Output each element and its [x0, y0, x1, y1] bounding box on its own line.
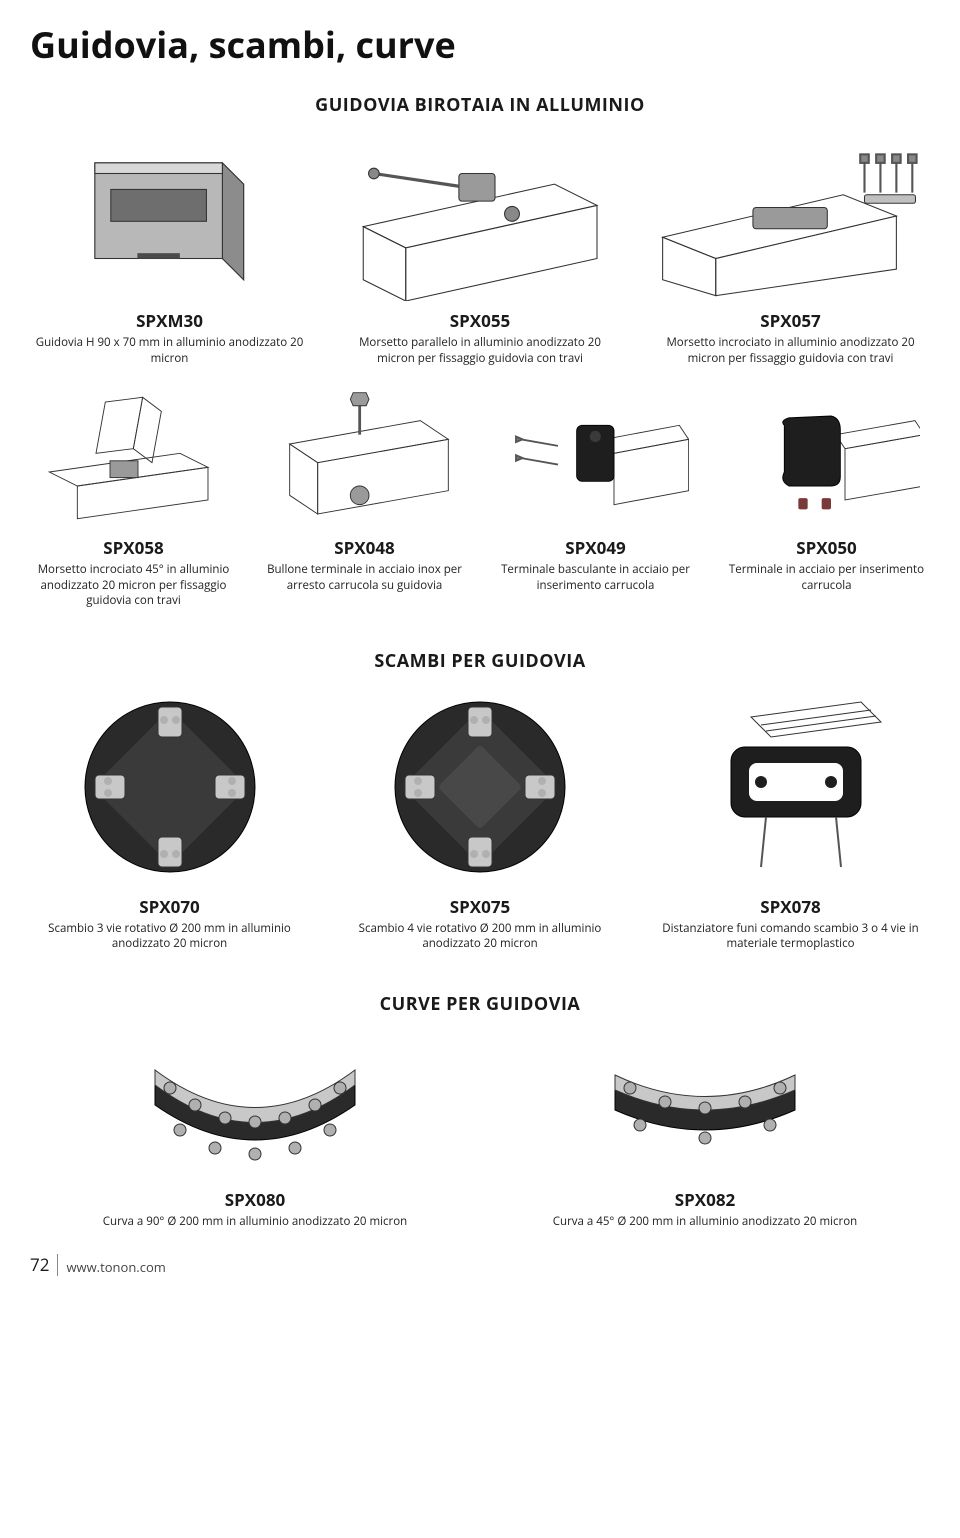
curve-45-icon [575, 1030, 835, 1180]
product-desc: Terminale in acciaio per inserimento car… [723, 562, 930, 593]
switch-3way-icon [60, 687, 280, 887]
footer-separator [57, 1254, 58, 1276]
product-image [341, 687, 620, 887]
product-sku: SPX050 [723, 536, 930, 559]
rail-profile-icon [63, 131, 276, 301]
product-sku: SPX070 [30, 895, 309, 918]
product-grid-1: SPX058 Morsetto incrociato 45° in allumi… [30, 388, 930, 631]
product-desc: Scambio 4 vie rotativo Ø 200 mm in allum… [341, 921, 620, 952]
product-card: SPX055 Morsetto parallelo in alluminio a… [341, 131, 620, 366]
rope-spacer-icon [681, 687, 901, 887]
product-card: SPX082 Curva a 45° Ø 200 mm in alluminio… [498, 1030, 912, 1230]
product-card: SPX048 Bullone terminale in acciaio inox… [261, 388, 468, 609]
fixed-terminal-icon [733, 388, 920, 528]
product-image [651, 687, 930, 887]
page-number: 72 [30, 1253, 49, 1276]
page-footer: 72 www.tonon.com [30, 1253, 930, 1276]
section-heading-guidovia: GUIDOVIA BIROTAIA IN ALLUMINIO [30, 93, 930, 117]
product-desc: Guidovia H 90 x 70 mm in alluminio anodi… [30, 335, 309, 366]
product-card: SPX049 Terminale basculante in acciaio p… [492, 388, 699, 609]
product-desc: Morsetto incrociato 45° in alluminio ano… [30, 562, 237, 609]
product-sku: SPX078 [651, 895, 930, 918]
product-desc: Distanziatore funi comando scambio 3 o 4… [651, 921, 930, 952]
terminal-bolt-icon [271, 388, 458, 528]
product-sku: SPX082 [675, 1188, 736, 1211]
product-image [492, 388, 699, 528]
cross-clamp-icon [652, 131, 928, 301]
product-card: SPXM30 Guidovia H 90 x 70 mm in allumini… [30, 131, 309, 366]
product-desc: Scambio 3 vie rotativo Ø 200 mm in allum… [30, 921, 309, 952]
product-card: SPX070 Scambio 3 vie rotativo Ø 200 mm i… [30, 687, 309, 952]
product-sku: SPXM30 [30, 309, 309, 332]
product-card: SPX050 Terminale in acciaio per inserime… [723, 388, 930, 609]
swing-terminal-icon [502, 388, 689, 528]
product-sku: SPX049 [492, 536, 699, 559]
product-grid-3: SPX080 Curva a 90° Ø 200 mm in alluminio… [30, 1030, 930, 1230]
product-card: SPX075 Scambio 4 vie rotativo Ø 200 mm i… [341, 687, 620, 952]
curve-90-icon [125, 1030, 385, 1180]
product-desc: Terminale basculante in acciaio per inse… [492, 562, 699, 593]
product-image [125, 1030, 385, 1180]
product-image [30, 131, 309, 301]
product-image [30, 388, 237, 528]
angle-clamp-icon [40, 388, 227, 528]
page-title: Guidovia, scambi, curve [30, 20, 930, 69]
switch-4way-icon [370, 687, 590, 887]
product-image [723, 388, 930, 528]
product-sku: SPX057 [651, 309, 930, 332]
footer-url: www.tonon.com [66, 1258, 165, 1276]
product-desc: Curva a 90° Ø 200 mm in alluminio anodiz… [99, 1214, 411, 1230]
product-grid-2: SPX070 Scambio 3 vie rotativo Ø 200 mm i… [30, 687, 930, 974]
product-grid-0: SPXM30 Guidovia H 90 x 70 mm in allumini… [30, 131, 930, 388]
product-sku: SPX058 [30, 536, 237, 559]
product-desc: Morsetto incrociato in alluminio anodizz… [651, 335, 930, 366]
product-desc: Bullone terminale in acciaio inox per ar… [261, 562, 468, 593]
product-sku: SPX080 [225, 1188, 286, 1211]
product-card: SPX080 Curva a 90° Ø 200 mm in alluminio… [48, 1030, 462, 1230]
product-image [261, 388, 468, 528]
product-image [341, 131, 620, 301]
product-image [30, 687, 309, 887]
parallel-clamp-icon [342, 131, 618, 301]
product-image [651, 131, 930, 301]
product-sku: SPX048 [261, 536, 468, 559]
product-desc: Morsetto parallelo in alluminio anodizza… [341, 335, 620, 366]
product-image [575, 1030, 835, 1180]
product-card: SPX078 Distanziatore funi comando scambi… [651, 687, 930, 952]
product-card: SPX057 Morsetto incrociato in alluminio … [651, 131, 930, 366]
product-card: SPX058 Morsetto incrociato 45° in allumi… [30, 388, 237, 609]
product-sku: SPX055 [341, 309, 620, 332]
section-heading-curve: CURVE PER GUIDOVIA [30, 992, 930, 1016]
section-heading-scambi: SCAMBI PER GUIDOVIA [30, 649, 930, 673]
product-desc: Curva a 45° Ø 200 mm in alluminio anodiz… [549, 1214, 861, 1230]
product-sku: SPX075 [341, 895, 620, 918]
